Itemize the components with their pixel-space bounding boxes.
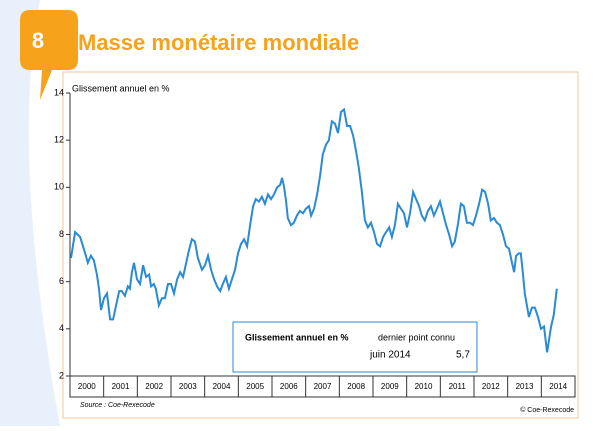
page-title: Masse monétaire mondiale — [78, 30, 359, 55]
y-tick-label: 8 — [59, 229, 64, 239]
copyright: © Coe-Rexecode — [520, 406, 574, 414]
x-tick-label: 2004 — [213, 382, 231, 391]
inset-heading: dernier point connu — [378, 332, 455, 342]
x-tick-label: 2009 — [381, 382, 399, 391]
x-tick-label: 2007 — [314, 382, 332, 391]
x-tick-label: 2012 — [482, 382, 500, 391]
y-tick-label: 10 — [54, 182, 64, 192]
inset-box — [232, 321, 478, 373]
x-tick-label: 2002 — [145, 382, 163, 391]
x-tick-label: 2008 — [347, 382, 365, 391]
y-tick-label: 14 — [54, 87, 64, 97]
y-tick-label: 12 — [54, 135, 64, 145]
inset-value: 5,7 — [456, 350, 470, 361]
source: Source : Coe-Rexecode — [80, 402, 155, 409]
chart: 2 4 6 8 10 12 14 Glissement annuel en % 2000 2001… — [54, 83, 576, 414]
inset-label: Glissement annuel en % — [245, 332, 349, 342]
y-axis-label: Glissement annuel en % — [72, 83, 170, 93]
section-number: 8 — [32, 28, 44, 53]
x-tick-label: 2013 — [516, 382, 534, 391]
y-tick-label: 2 — [59, 370, 64, 380]
x-tick-label: 2003 — [179, 382, 197, 391]
x-tick-label: 2001 — [112, 382, 130, 391]
inset-date: juin 2014 — [369, 350, 411, 361]
y-tick-label: 6 — [59, 276, 64, 286]
x-tick-label: 2010 — [415, 382, 433, 391]
x-tick-label: 2006 — [280, 382, 298, 391]
y-tick-label: 4 — [59, 323, 64, 333]
x-tick-label: 2005 — [246, 382, 264, 391]
data-line — [70, 107, 558, 353]
x-tick-label: 2000 — [78, 382, 96, 391]
x-tick-label: 2011 — [449, 382, 467, 391]
background-swoosh — [0, 0, 60, 426]
x-tick-label: 2014 — [549, 382, 567, 391]
number-bubble — [20, 10, 78, 100]
